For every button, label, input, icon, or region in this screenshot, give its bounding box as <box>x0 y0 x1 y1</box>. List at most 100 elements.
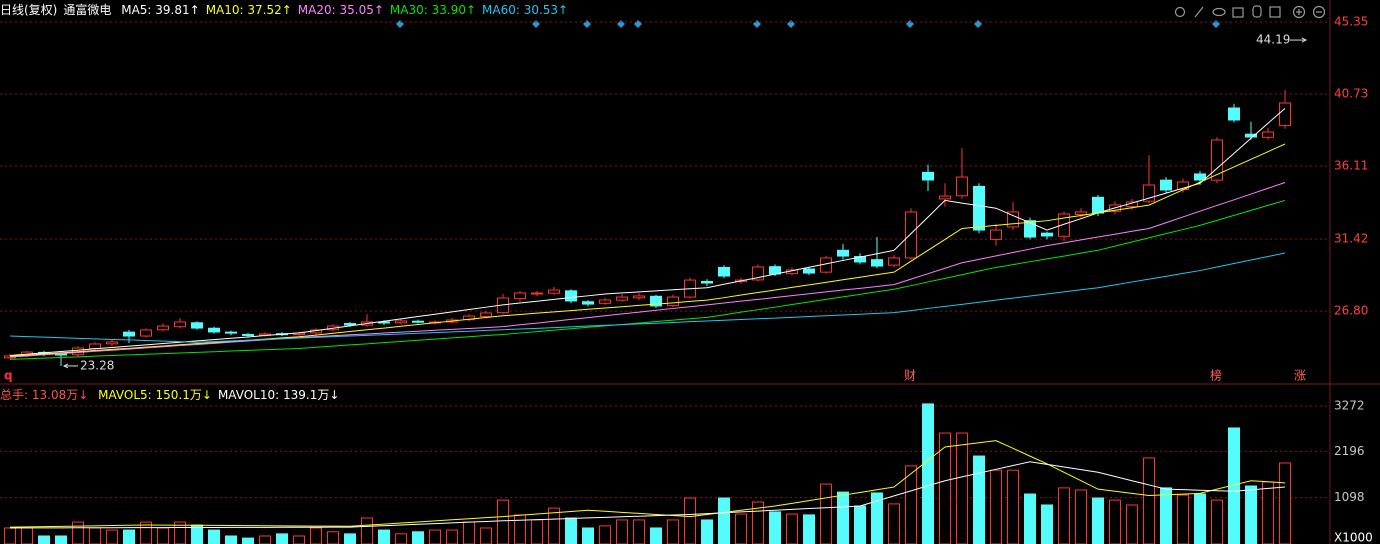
candle-body <box>514 292 526 300</box>
candle-body <box>1262 131 1274 138</box>
volume-legend: 总手: 13.08万↓ MAVOL5: 150.1万↓ MAVOL10: 139.… <box>0 388 345 402</box>
candle-body <box>174 321 186 328</box>
candle-body <box>752 266 764 281</box>
candle-body <box>701 280 713 284</box>
legend-entry: MA60: 30.53↑ <box>482 3 569 17</box>
volume-bar <box>463 521 475 544</box>
candle-body <box>871 259 883 267</box>
volume-bar <box>888 503 900 544</box>
volume-bar <box>684 497 696 544</box>
candle-body <box>973 185 985 231</box>
candle-body <box>1075 211 1087 215</box>
volume-summary: 总手: 13.08万↓ <box>0 388 89 402</box>
candle-body <box>616 296 628 301</box>
candle-body <box>1160 179 1172 191</box>
expand-icon[interactable] <box>1269 6 1281 18</box>
candle-body <box>89 343 101 349</box>
volume-bar <box>1109 499 1121 544</box>
volume-bar <box>1177 494 1189 544</box>
period-label: 日线(复权) <box>0 3 58 17</box>
candle-body <box>565 290 577 302</box>
volume-bar <box>531 519 543 544</box>
candle-body <box>990 229 1002 240</box>
volume-bar <box>327 531 339 544</box>
y-tick-label: 31.42 <box>1334 232 1368 246</box>
event-marker <box>396 20 404 28</box>
ma-line <box>9 143 1286 357</box>
store-icon[interactable] <box>1232 7 1244 18</box>
draw-icon[interactable] <box>1194 6 1204 18</box>
volume-bar <box>293 535 305 544</box>
zoom-in-icon[interactable] <box>1292 5 1306 19</box>
volume-bar <box>225 535 237 544</box>
candle-body <box>531 292 543 295</box>
candle-body <box>106 341 118 345</box>
volume-bar <box>412 531 424 544</box>
candle-body <box>1092 196 1104 214</box>
legend-entry: MAVOL5: 150.1万↓ <box>98 388 212 402</box>
view-icon[interactable] <box>1212 7 1226 17</box>
toolbar <box>1174 5 1326 19</box>
volume-bar <box>667 519 679 544</box>
volume-bar <box>922 403 934 544</box>
volume-bar <box>72 521 84 544</box>
event-marker <box>906 20 914 28</box>
volume-bar <box>1024 493 1036 544</box>
volume-bar <box>497 499 509 544</box>
candle-body <box>395 320 407 324</box>
event-label: 财 <box>904 369 916 383</box>
candle-body <box>140 329 152 337</box>
event-marker <box>974 20 982 28</box>
zoom-out-icon[interactable] <box>1312 5 1326 19</box>
volume-bar <box>310 527 322 544</box>
mavol-line <box>9 461 1286 529</box>
legend-entry: MA10: 37.52↑ <box>205 3 292 17</box>
stock-name: 通富微电 <box>63 3 112 17</box>
settings-icon[interactable] <box>1174 6 1186 18</box>
event-marker <box>617 20 625 28</box>
event-label: 涨 <box>1294 368 1306 383</box>
candle-body <box>1211 139 1223 181</box>
candle-body <box>1245 133 1257 138</box>
volume-bar <box>718 497 730 544</box>
volume-bar <box>378 529 390 544</box>
volume-bar <box>1041 504 1053 544</box>
volume-bar <box>4 527 16 544</box>
volume-bar <box>650 527 662 544</box>
volume-bar <box>837 491 849 544</box>
candle-body <box>208 327 220 333</box>
volume-bar <box>616 519 628 544</box>
candle-body <box>378 321 390 324</box>
volume-bar <box>38 535 50 544</box>
volume-bar <box>1007 469 1019 544</box>
volume-bar <box>701 519 713 544</box>
event-label: 榜 <box>1210 368 1222 383</box>
volume-bar <box>361 517 373 544</box>
candle-body <box>242 333 254 336</box>
candle-body <box>157 325 169 331</box>
zoom-in-plus <box>1296 9 1302 15</box>
event-marker <box>1212 20 1220 28</box>
ma-line <box>9 107 1286 357</box>
y-tick-label: 1098 <box>1334 490 1365 504</box>
y-tick-label: 45.35 <box>1334 14 1368 28</box>
volume-bar <box>395 533 407 544</box>
volume-bar <box>990 469 1002 544</box>
unit-label: X1000 <box>1334 531 1373 544</box>
candle-body <box>548 289 560 294</box>
volume-bar <box>820 483 832 544</box>
legend-entry: MA5: 39.81↑ <box>121 3 200 17</box>
hand-icon[interactable] <box>1252 5 1262 18</box>
legend-entry: MA30: 33.90↑ <box>389 3 477 17</box>
candle-body <box>939 195 951 200</box>
candle-body <box>1058 213 1070 237</box>
candle-body <box>1041 232 1053 237</box>
event-markers <box>396 20 1220 28</box>
volume-bar <box>1211 499 1223 544</box>
event-marker <box>634 20 642 28</box>
ma-line <box>9 199 1286 360</box>
event-marker <box>532 20 540 28</box>
volume-bar <box>786 513 798 544</box>
y-tick-label: 3272 <box>1334 398 1365 412</box>
